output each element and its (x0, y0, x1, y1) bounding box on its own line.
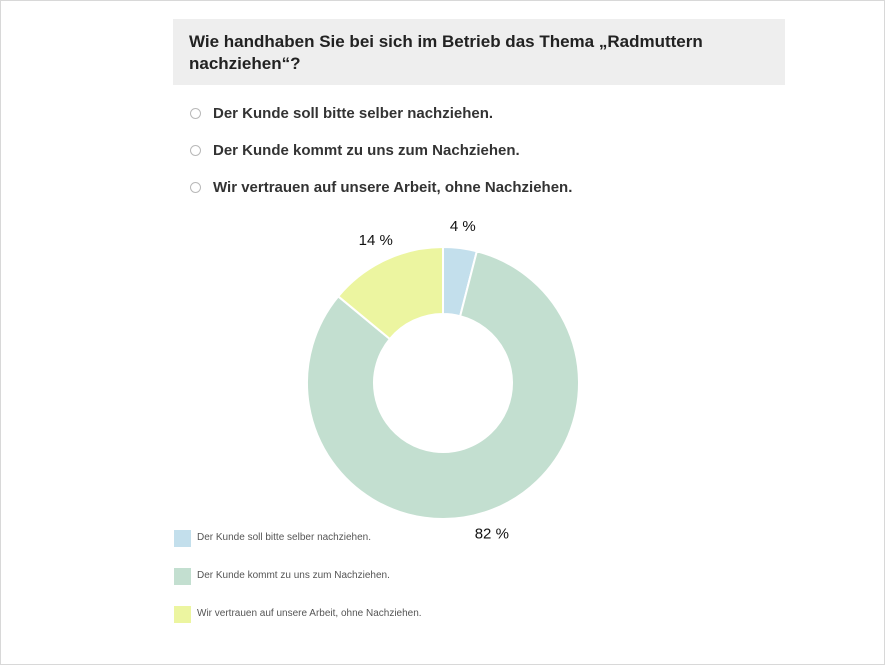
slice-value-label: 4 % (450, 218, 476, 235)
chart-legend: Der Kunde soll bitte selber nachziehen. … (174, 530, 574, 644)
legend-swatch (174, 606, 191, 623)
option-label: Der Kunde soll bitte selber nachziehen. (213, 105, 494, 122)
slice-value-label: 14 % (359, 232, 393, 249)
option-zum-nachziehen[interactable]: Der Kunde kommt zu uns zum Nachziehen. (190, 141, 750, 178)
legend-item: Wir vertrauen auf unsere Arbeit, ohne Na… (174, 606, 574, 644)
donut-slice (336, 245, 444, 341)
legend-label: Der Kunde soll bitte selber nachziehen. (197, 532, 371, 543)
radio-button[interactable] (190, 145, 201, 156)
donut-slice (306, 250, 580, 520)
option-ohne-nachziehen[interactable]: Wir vertrauen auf unsere Arbeit, ohne Na… (190, 178, 750, 215)
legend-item: Der Kunde soll bitte selber nachziehen. (174, 530, 574, 568)
option-selber-nachziehen[interactable]: Der Kunde soll bitte selber nachziehen. (190, 104, 750, 141)
question-title: Wie handhaben Sie bei sich im Betrieb da… (189, 32, 703, 73)
legend-label: Wir vertrauen auf unsere Arbeit, ohne Na… (197, 608, 422, 619)
question-header: Wie handhaben Sie bei sich im Betrieb da… (173, 19, 785, 85)
option-label: Der Kunde kommt zu uns zum Nachziehen. (213, 142, 520, 159)
legend-swatch (174, 568, 191, 585)
legend-item: Der Kunde kommt zu uns zum Nachziehen. (174, 568, 574, 606)
option-label: Wir vertrauen auf unsere Arbeit, ohne Na… (213, 179, 573, 196)
legend-swatch (174, 530, 191, 547)
slice-value-label: 82 % (475, 525, 509, 542)
radio-button[interactable] (190, 108, 201, 119)
legend-label: Der Kunde kommt zu uns zum Nachziehen. (197, 570, 390, 581)
answer-options: Der Kunde soll bitte selber nachziehen. … (190, 104, 750, 215)
radio-button[interactable] (190, 182, 201, 193)
